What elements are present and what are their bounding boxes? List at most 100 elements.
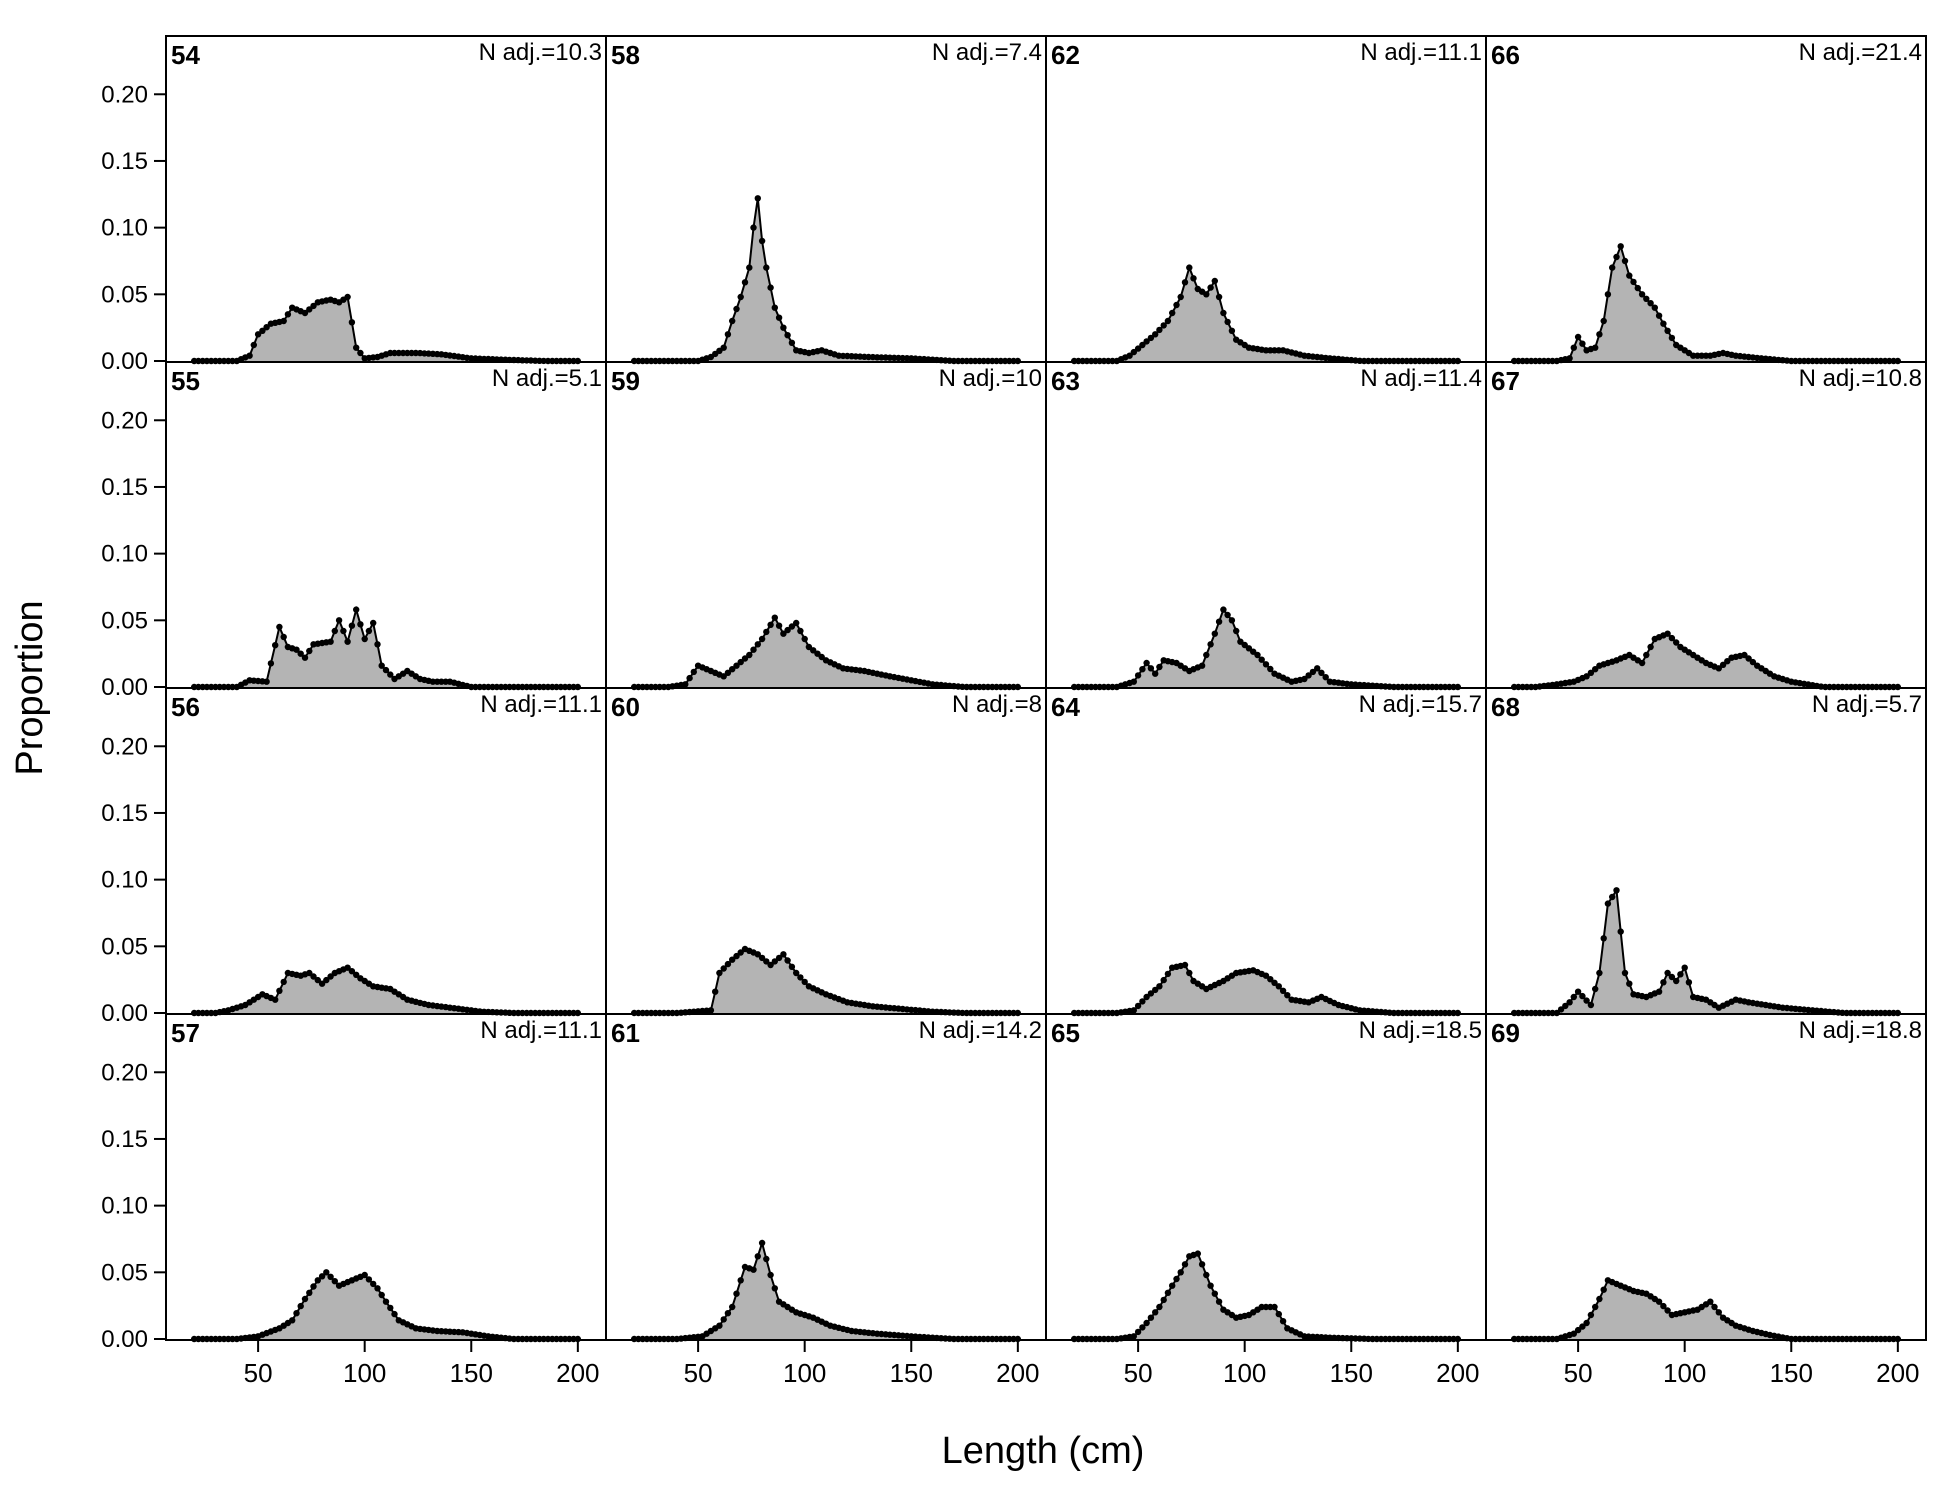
series-area bbox=[634, 617, 1018, 687]
data-point bbox=[1592, 1303, 1599, 1311]
x-tick-label: 50 bbox=[1564, 1358, 1593, 1388]
data-point bbox=[365, 627, 373, 635]
data-point bbox=[1139, 998, 1146, 1005]
data-point bbox=[729, 956, 736, 963]
data-point bbox=[1643, 651, 1650, 659]
data-point bbox=[1626, 980, 1633, 987]
data-point bbox=[1749, 658, 1757, 666]
panel-frame bbox=[1485, 35, 1927, 363]
data-point bbox=[758, 954, 766, 962]
data-point bbox=[1664, 1307, 1671, 1314]
panel-frame bbox=[605, 35, 1047, 363]
data-point bbox=[1711, 1303, 1718, 1311]
data-point bbox=[1305, 672, 1312, 679]
data-point bbox=[357, 621, 364, 628]
data-point bbox=[1275, 1310, 1283, 1318]
data-point bbox=[1198, 1261, 1206, 1268]
panel-frame bbox=[1485, 687, 1927, 1015]
data-point bbox=[1156, 663, 1163, 671]
data-point bbox=[801, 978, 808, 986]
data-point bbox=[1224, 318, 1231, 326]
data-point bbox=[1147, 334, 1155, 342]
data-point bbox=[1156, 1303, 1163, 1311]
data-point bbox=[284, 311, 292, 318]
data-point bbox=[1596, 969, 1603, 977]
data-point bbox=[716, 1322, 723, 1329]
y-tick-label: 0.20 bbox=[101, 1059, 148, 1086]
data-point bbox=[754, 1253, 761, 1260]
data-point bbox=[750, 224, 757, 231]
data-point bbox=[1267, 976, 1274, 983]
data-point bbox=[746, 651, 753, 659]
panel-frame bbox=[1485, 1013, 1927, 1341]
y-tick-label: 0.20 bbox=[101, 733, 148, 760]
x-tick-label: 150 bbox=[1330, 1358, 1373, 1388]
panel-label: 59 bbox=[611, 366, 640, 396]
data-point bbox=[280, 978, 287, 986]
data-point bbox=[1677, 971, 1684, 978]
panel-note: N adj.=18.5 bbox=[1359, 1017, 1482, 1044]
data-point bbox=[1600, 935, 1607, 942]
data-point bbox=[1655, 988, 1663, 995]
x-tick-label: 100 bbox=[343, 1358, 386, 1388]
data-point bbox=[780, 324, 787, 331]
data-point bbox=[289, 1317, 296, 1324]
data-point bbox=[788, 339, 796, 346]
data-point bbox=[1262, 972, 1270, 979]
data-point bbox=[1215, 618, 1223, 625]
data-point bbox=[1224, 611, 1231, 619]
series-area bbox=[634, 198, 1018, 361]
data-point bbox=[357, 349, 364, 357]
panel-note: N adj.=10.8 bbox=[1799, 365, 1922, 392]
data-point bbox=[1681, 964, 1688, 971]
data-point bbox=[1715, 1309, 1723, 1316]
panel-frame bbox=[1045, 1013, 1487, 1341]
data-point bbox=[1203, 291, 1210, 298]
data-point bbox=[1894, 1335, 1902, 1343]
data-point bbox=[378, 1291, 385, 1299]
data-point bbox=[1262, 661, 1270, 668]
y-tick-label: 0.10 bbox=[101, 541, 148, 568]
data-point bbox=[1134, 1002, 1142, 1010]
data-point bbox=[374, 641, 381, 648]
y-tick-label: 0.00 bbox=[101, 1326, 148, 1353]
data-point bbox=[1668, 334, 1676, 342]
data-point bbox=[1211, 630, 1219, 637]
data-point bbox=[775, 622, 783, 629]
data-point bbox=[1181, 961, 1189, 969]
x-tick-label: 50 bbox=[244, 1358, 273, 1388]
data-point bbox=[1164, 970, 1172, 978]
x-tick-label: 100 bbox=[1223, 1358, 1266, 1388]
panel-note: N adj.=15.7 bbox=[1359, 691, 1482, 718]
panel-label: 54 bbox=[171, 40, 200, 70]
panel-note: N adj.=14.2 bbox=[919, 1017, 1042, 1044]
panel-note: N adj.=5.1 bbox=[492, 365, 602, 392]
data-point bbox=[784, 626, 791, 634]
data-point bbox=[690, 668, 697, 676]
data-point bbox=[1655, 1298, 1663, 1305]
data-point bbox=[1651, 304, 1659, 311]
data-point bbox=[306, 306, 313, 313]
data-point bbox=[1279, 1318, 1287, 1325]
panel-frame bbox=[605, 361, 1047, 689]
data-point bbox=[1203, 651, 1210, 659]
data-point bbox=[344, 638, 351, 645]
x-tick-label: 200 bbox=[556, 1358, 599, 1388]
panel-note: N adj.=8 bbox=[952, 691, 1042, 718]
data-point bbox=[254, 331, 262, 338]
data-point bbox=[353, 971, 360, 978]
data-point bbox=[306, 1289, 313, 1297]
series-area bbox=[1074, 267, 1458, 361]
data-point bbox=[267, 660, 275, 667]
data-point bbox=[784, 332, 791, 339]
data-point bbox=[1130, 678, 1138, 685]
data-point bbox=[1314, 665, 1321, 672]
data-point bbox=[780, 630, 787, 637]
data-point bbox=[301, 1295, 309, 1303]
data-point bbox=[344, 293, 351, 301]
data-point bbox=[1724, 658, 1731, 665]
data-point bbox=[1181, 1261, 1189, 1268]
data-point bbox=[306, 647, 313, 655]
data-point bbox=[763, 628, 770, 636]
data-point bbox=[754, 195, 761, 202]
